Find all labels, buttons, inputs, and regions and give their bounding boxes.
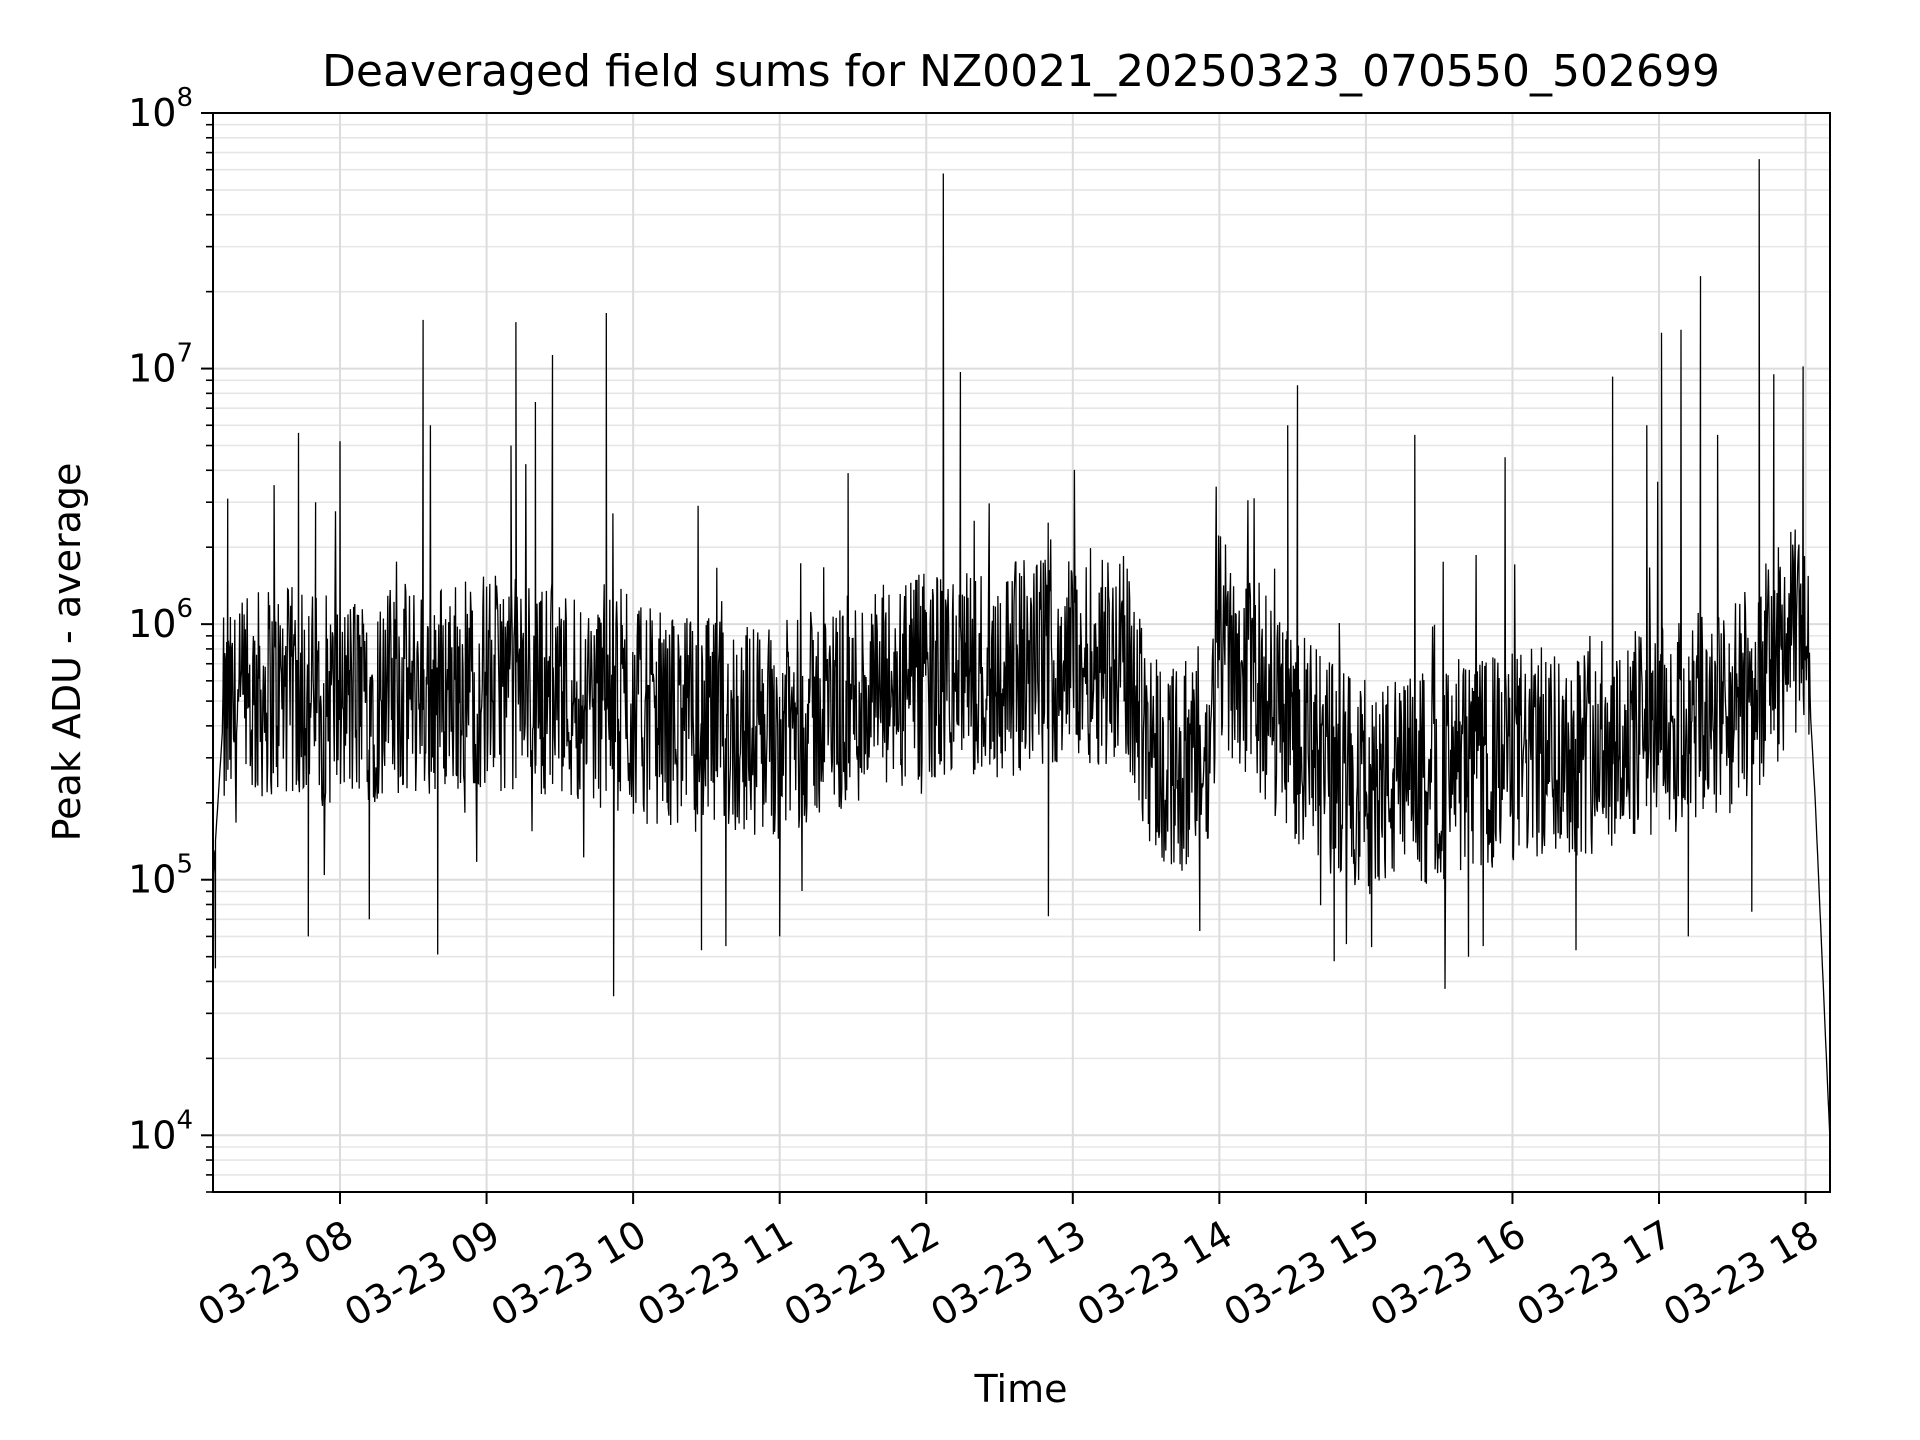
- y-axis-label: Peak ADU - average: [45, 463, 89, 842]
- chart-title: Deaveraged field sums for NZ0021_2025032…: [322, 46, 1720, 97]
- plot-area-frame: [212, 112, 1831, 1193]
- minor-gridlines: [213, 123, 1830, 1193]
- x-axis-label: Time: [974, 1367, 1068, 1411]
- series-path: [212, 159, 1831, 1142]
- y-tick-label: 104: [128, 1105, 193, 1157]
- series-line: [212, 159, 1831, 1142]
- y-tick-label: 107: [128, 339, 193, 391]
